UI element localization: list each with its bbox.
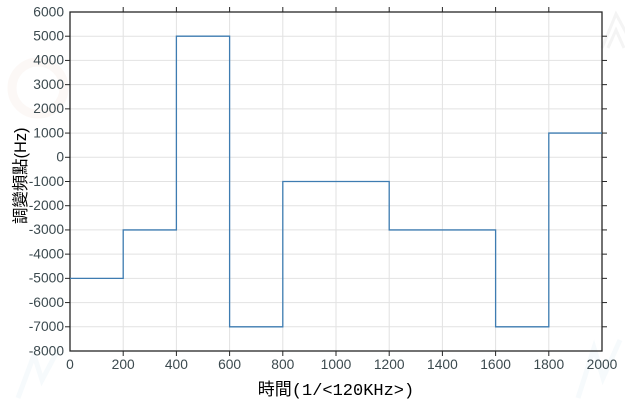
- svg-text:-1000: -1000: [29, 174, 65, 189]
- svg-text:1600: 1600: [480, 357, 511, 372]
- svg-text:200: 200: [112, 357, 135, 372]
- svg-text:800: 800: [271, 357, 294, 372]
- svg-text:-8000: -8000: [29, 343, 65, 358]
- svg-text:0: 0: [56, 150, 64, 165]
- svg-text:-5000: -5000: [29, 271, 65, 286]
- svg-text:1200: 1200: [374, 357, 405, 372]
- svg-text:4000: 4000: [33, 53, 64, 68]
- svg-text:1000: 1000: [321, 357, 352, 372]
- svg-text:5000: 5000: [33, 29, 64, 44]
- svg-text:2000: 2000: [587, 357, 618, 372]
- svg-text:-4000: -4000: [29, 246, 65, 261]
- svg-text:-3000: -3000: [29, 222, 65, 237]
- svg-text:2000: 2000: [33, 101, 64, 116]
- svg-text:3000: 3000: [33, 77, 64, 92]
- svg-text:1800: 1800: [533, 357, 564, 372]
- svg-text:400: 400: [165, 357, 188, 372]
- svg-text:1000: 1000: [33, 125, 64, 140]
- svg-text:0: 0: [66, 357, 74, 372]
- svg-text:1400: 1400: [427, 357, 458, 372]
- svg-text:-6000: -6000: [29, 295, 65, 310]
- svg-text:600: 600: [218, 357, 241, 372]
- svg-text:-2000: -2000: [29, 198, 65, 213]
- svg-text:-7000: -7000: [29, 319, 65, 334]
- svg-text:6000: 6000: [33, 4, 64, 19]
